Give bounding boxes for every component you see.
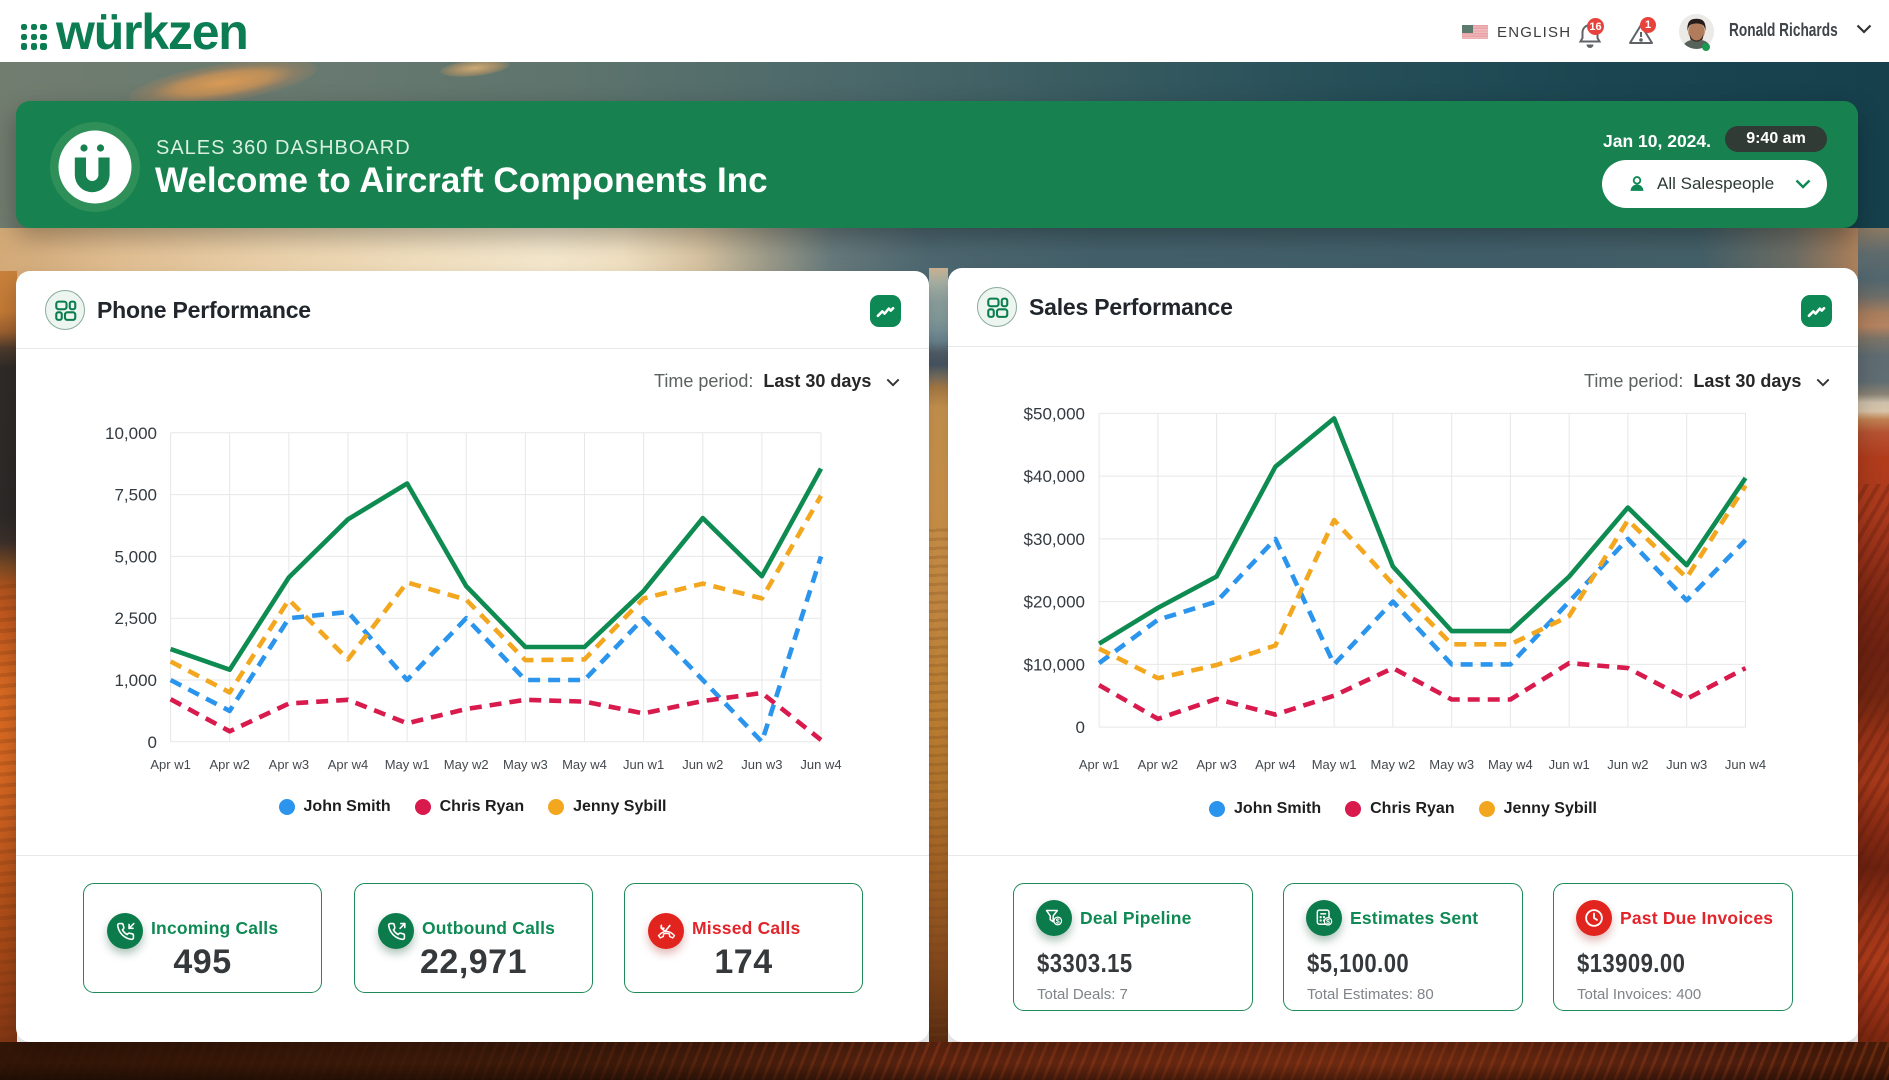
svg-text:2,500: 2,500 — [114, 609, 157, 628]
svg-text:May w3: May w3 — [1429, 757, 1474, 772]
svg-text:May w4: May w4 — [1488, 757, 1533, 772]
svg-text:Jun w2: Jun w2 — [1607, 757, 1648, 772]
svg-text:5,000: 5,000 — [114, 547, 157, 566]
svg-text:$: $ — [1056, 918, 1060, 926]
svg-text:$10,000: $10,000 — [1024, 655, 1085, 674]
svg-text:May w4: May w4 — [562, 757, 607, 772]
svg-text:Apr w2: Apr w2 — [1138, 757, 1178, 772]
svg-text:Apr w1: Apr w1 — [1079, 757, 1119, 772]
svg-text:0: 0 — [1076, 718, 1085, 737]
svg-text:May w2: May w2 — [1371, 757, 1416, 772]
svg-text:Apr w1: Apr w1 — [150, 757, 190, 772]
svg-text:$20,000: $20,000 — [1024, 593, 1085, 612]
svg-text:Jun w3: Jun w3 — [1666, 757, 1707, 772]
svg-text:May w2: May w2 — [444, 757, 489, 772]
svg-text:$: $ — [1326, 918, 1330, 926]
svg-text:May w1: May w1 — [385, 757, 430, 772]
svg-text:Apr w4: Apr w4 — [1255, 757, 1295, 772]
svg-text:0: 0 — [148, 733, 157, 752]
svg-text:$40,000: $40,000 — [1024, 467, 1085, 486]
svg-text:Jun w1: Jun w1 — [1549, 757, 1590, 772]
svg-text:May w1: May w1 — [1312, 757, 1357, 772]
svg-text:1,000: 1,000 — [114, 671, 157, 690]
svg-text:Apr w4: Apr w4 — [328, 757, 368, 772]
svg-text:7,500: 7,500 — [114, 486, 157, 505]
svg-text:Jun w3: Jun w3 — [741, 757, 782, 772]
svg-text:Apr w3: Apr w3 — [1196, 757, 1236, 772]
svg-text:$30,000: $30,000 — [1024, 530, 1085, 549]
svg-text:May w3: May w3 — [503, 757, 548, 772]
svg-text:$50,000: $50,000 — [1024, 404, 1085, 423]
svg-text:Jun w1: Jun w1 — [623, 757, 664, 772]
svg-text:Apr w2: Apr w2 — [209, 757, 249, 772]
svg-text:Apr w3: Apr w3 — [269, 757, 309, 772]
svg-text:10,000: 10,000 — [105, 424, 157, 443]
svg-text:Jun w2: Jun w2 — [682, 757, 723, 772]
svg-text:Jun w4: Jun w4 — [1725, 757, 1766, 772]
svg-text:Jun w4: Jun w4 — [800, 757, 841, 772]
